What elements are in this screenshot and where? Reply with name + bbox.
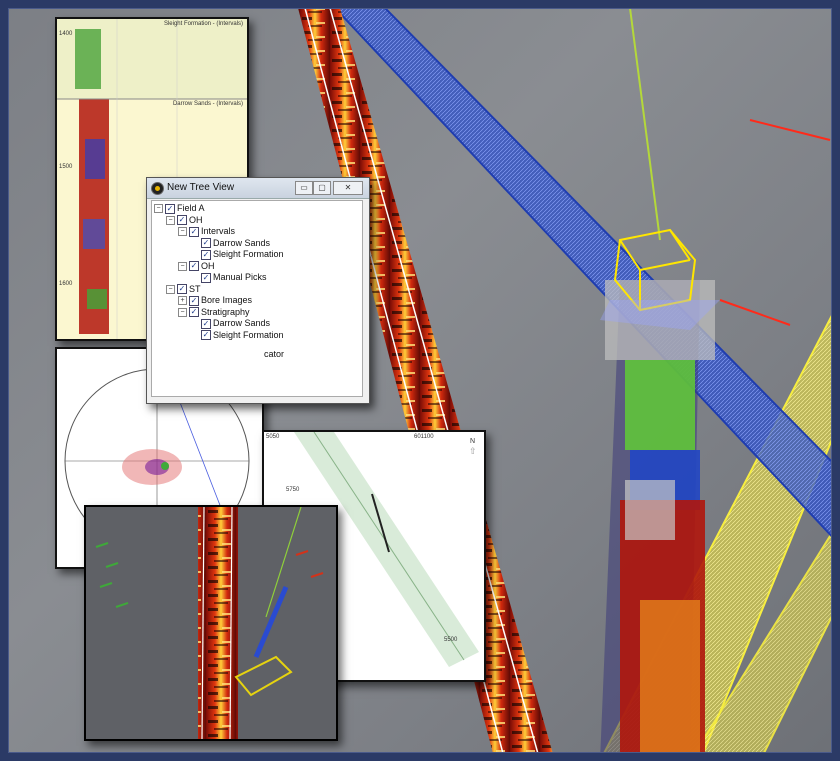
tree-node-label: Intervals	[201, 226, 236, 236]
tree-node[interactable]: ✓ Manual Picks	[190, 272, 267, 283]
depth-label: 1600	[59, 281, 73, 287]
tree-expander-icon[interactable]: −	[166, 215, 175, 225]
dip-tick	[719, 299, 791, 326]
map-north-label: N	[470, 438, 476, 445]
tree-checkbox[interactable]: ✓	[177, 284, 187, 295]
tree-checkbox[interactable]: ✓	[177, 215, 187, 226]
manual-pick-cube	[613, 228, 697, 312]
map-coord: 601100	[414, 434, 434, 440]
tree-node[interactable]: + ✓ Bore Images	[178, 295, 252, 306]
tree-node-label: Bore Images	[201, 295, 253, 305]
depth-label: 1500	[59, 164, 73, 170]
interval-orange	[640, 600, 700, 760]
tree-checkbox[interactable]: ✓	[189, 307, 199, 318]
tree-view-window[interactable]: New Tree View ▭ ▢ ✕ − ✓ Field A − ✓ OH − ✓ Inter…	[146, 177, 370, 404]
tree-expander-icon[interactable]: −	[178, 227, 187, 237]
dip-plane-overlay	[600, 300, 720, 330]
tree-node[interactable]: − ✓ Stratigraphy	[178, 307, 250, 318]
tree-view-titlebar[interactable]: New Tree View ▭ ▢ ✕	[147, 178, 369, 199]
borehole-trace	[329, 7, 541, 761]
tree-view-title: New Tree View	[167, 182, 235, 193]
interval-grey-2	[625, 480, 675, 540]
log-title-top: Sleight Formation - (Intervals)	[163, 21, 243, 27]
tree-expander-icon[interactable]: +	[178, 296, 187, 306]
tree-checkbox[interactable]: ✓	[201, 330, 211, 341]
inset-pick-box	[234, 655, 293, 697]
tree-node-label: Manual Picks	[213, 272, 267, 282]
depth-label: 1400	[59, 31, 73, 37]
tree-node[interactable]: − ✓ ST	[166, 284, 201, 295]
tree-checkbox[interactable]: ✓	[201, 249, 211, 260]
well-path	[313, 432, 465, 661]
close-button[interactable]: ✕	[333, 181, 363, 195]
map-pick-line	[371, 493, 390, 553]
tree-node[interactable]: ✓ Sleight Formation	[190, 330, 284, 341]
tree-checkbox[interactable]: ✓	[165, 203, 175, 214]
well-path-band	[294, 432, 479, 667]
well-trajectory-line	[629, 7, 661, 241]
tree-view-body[interactable]: − ✓ Field A − ✓ OH − ✓ Intervals ✓ Darrow Sands ✓ Sl…	[151, 200, 363, 397]
tree-node[interactable]: − ✓ OH	[178, 261, 215, 272]
tree-checkbox[interactable]: ✓	[189, 226, 199, 237]
tree-expander-icon[interactable]: −	[154, 204, 163, 214]
tree-node-label: Stratigraphy	[201, 306, 250, 317]
tree-expander-icon[interactable]: −	[166, 284, 175, 294]
tree-node[interactable]: ✓ Darrow Sands	[190, 238, 270, 249]
tree-node-label: OH	[189, 214, 203, 225]
map-coord: 5500	[444, 637, 458, 643]
tree-node[interactable]: − ✓ Intervals	[178, 226, 235, 237]
tree-node-label: Sleight Formation	[213, 249, 284, 259]
dip-tick	[749, 119, 831, 141]
inset-blue-plane	[253, 586, 289, 658]
tree-node-label: Sleight Formation	[213, 329, 284, 340]
map-coord: 5050	[266, 434, 280, 440]
tree-node[interactable]: − ✓ OH	[166, 215, 203, 226]
map-coord: 5750	[286, 487, 300, 493]
tree-checkbox[interactable]: ✓	[189, 295, 199, 306]
tree-node-label: OH	[201, 260, 215, 271]
interval-green	[625, 360, 695, 450]
log-title-mid: Darrow Sands - (Intervals)	[172, 101, 243, 107]
tree-node-label: Field A	[177, 203, 205, 213]
tree-checkbox[interactable]: ✓	[189, 261, 199, 272]
tree-expander-icon[interactable]: −	[178, 307, 187, 317]
tree-node-label: Darrow Sands	[213, 237, 271, 248]
maximize-button[interactable]: ▢	[313, 181, 331, 195]
tree-node-partial: cator	[264, 349, 285, 359]
tree-node[interactable]: − ✓ Field A	[154, 203, 205, 214]
tree-node[interactable]: ✓ Darrow Sands	[190, 318, 270, 329]
tree-node-label: ST	[189, 283, 201, 294]
minimize-button[interactable]: ▭	[295, 181, 313, 195]
inset-3d-view[interactable]	[84, 505, 338, 741]
yellow-interval-plane-2	[688, 518, 840, 761]
tree-node-label: Darrow Sands	[213, 318, 271, 328]
app-icon	[151, 182, 164, 195]
north-arrow-icon: ⇧	[469, 446, 477, 456]
tree-checkbox[interactable]: ✓	[201, 238, 211, 249]
interval-grey	[605, 280, 715, 360]
pole-cluster-green	[161, 462, 169, 470]
inset-trajectory	[265, 507, 302, 618]
tree-checkbox[interactable]: ✓	[201, 318, 211, 329]
tree-expander-icon[interactable]: −	[178, 261, 187, 271]
tree-node[interactable]: ✓ Sleight Formation	[190, 249, 284, 260]
tree-checkbox[interactable]: ✓	[201, 272, 211, 283]
